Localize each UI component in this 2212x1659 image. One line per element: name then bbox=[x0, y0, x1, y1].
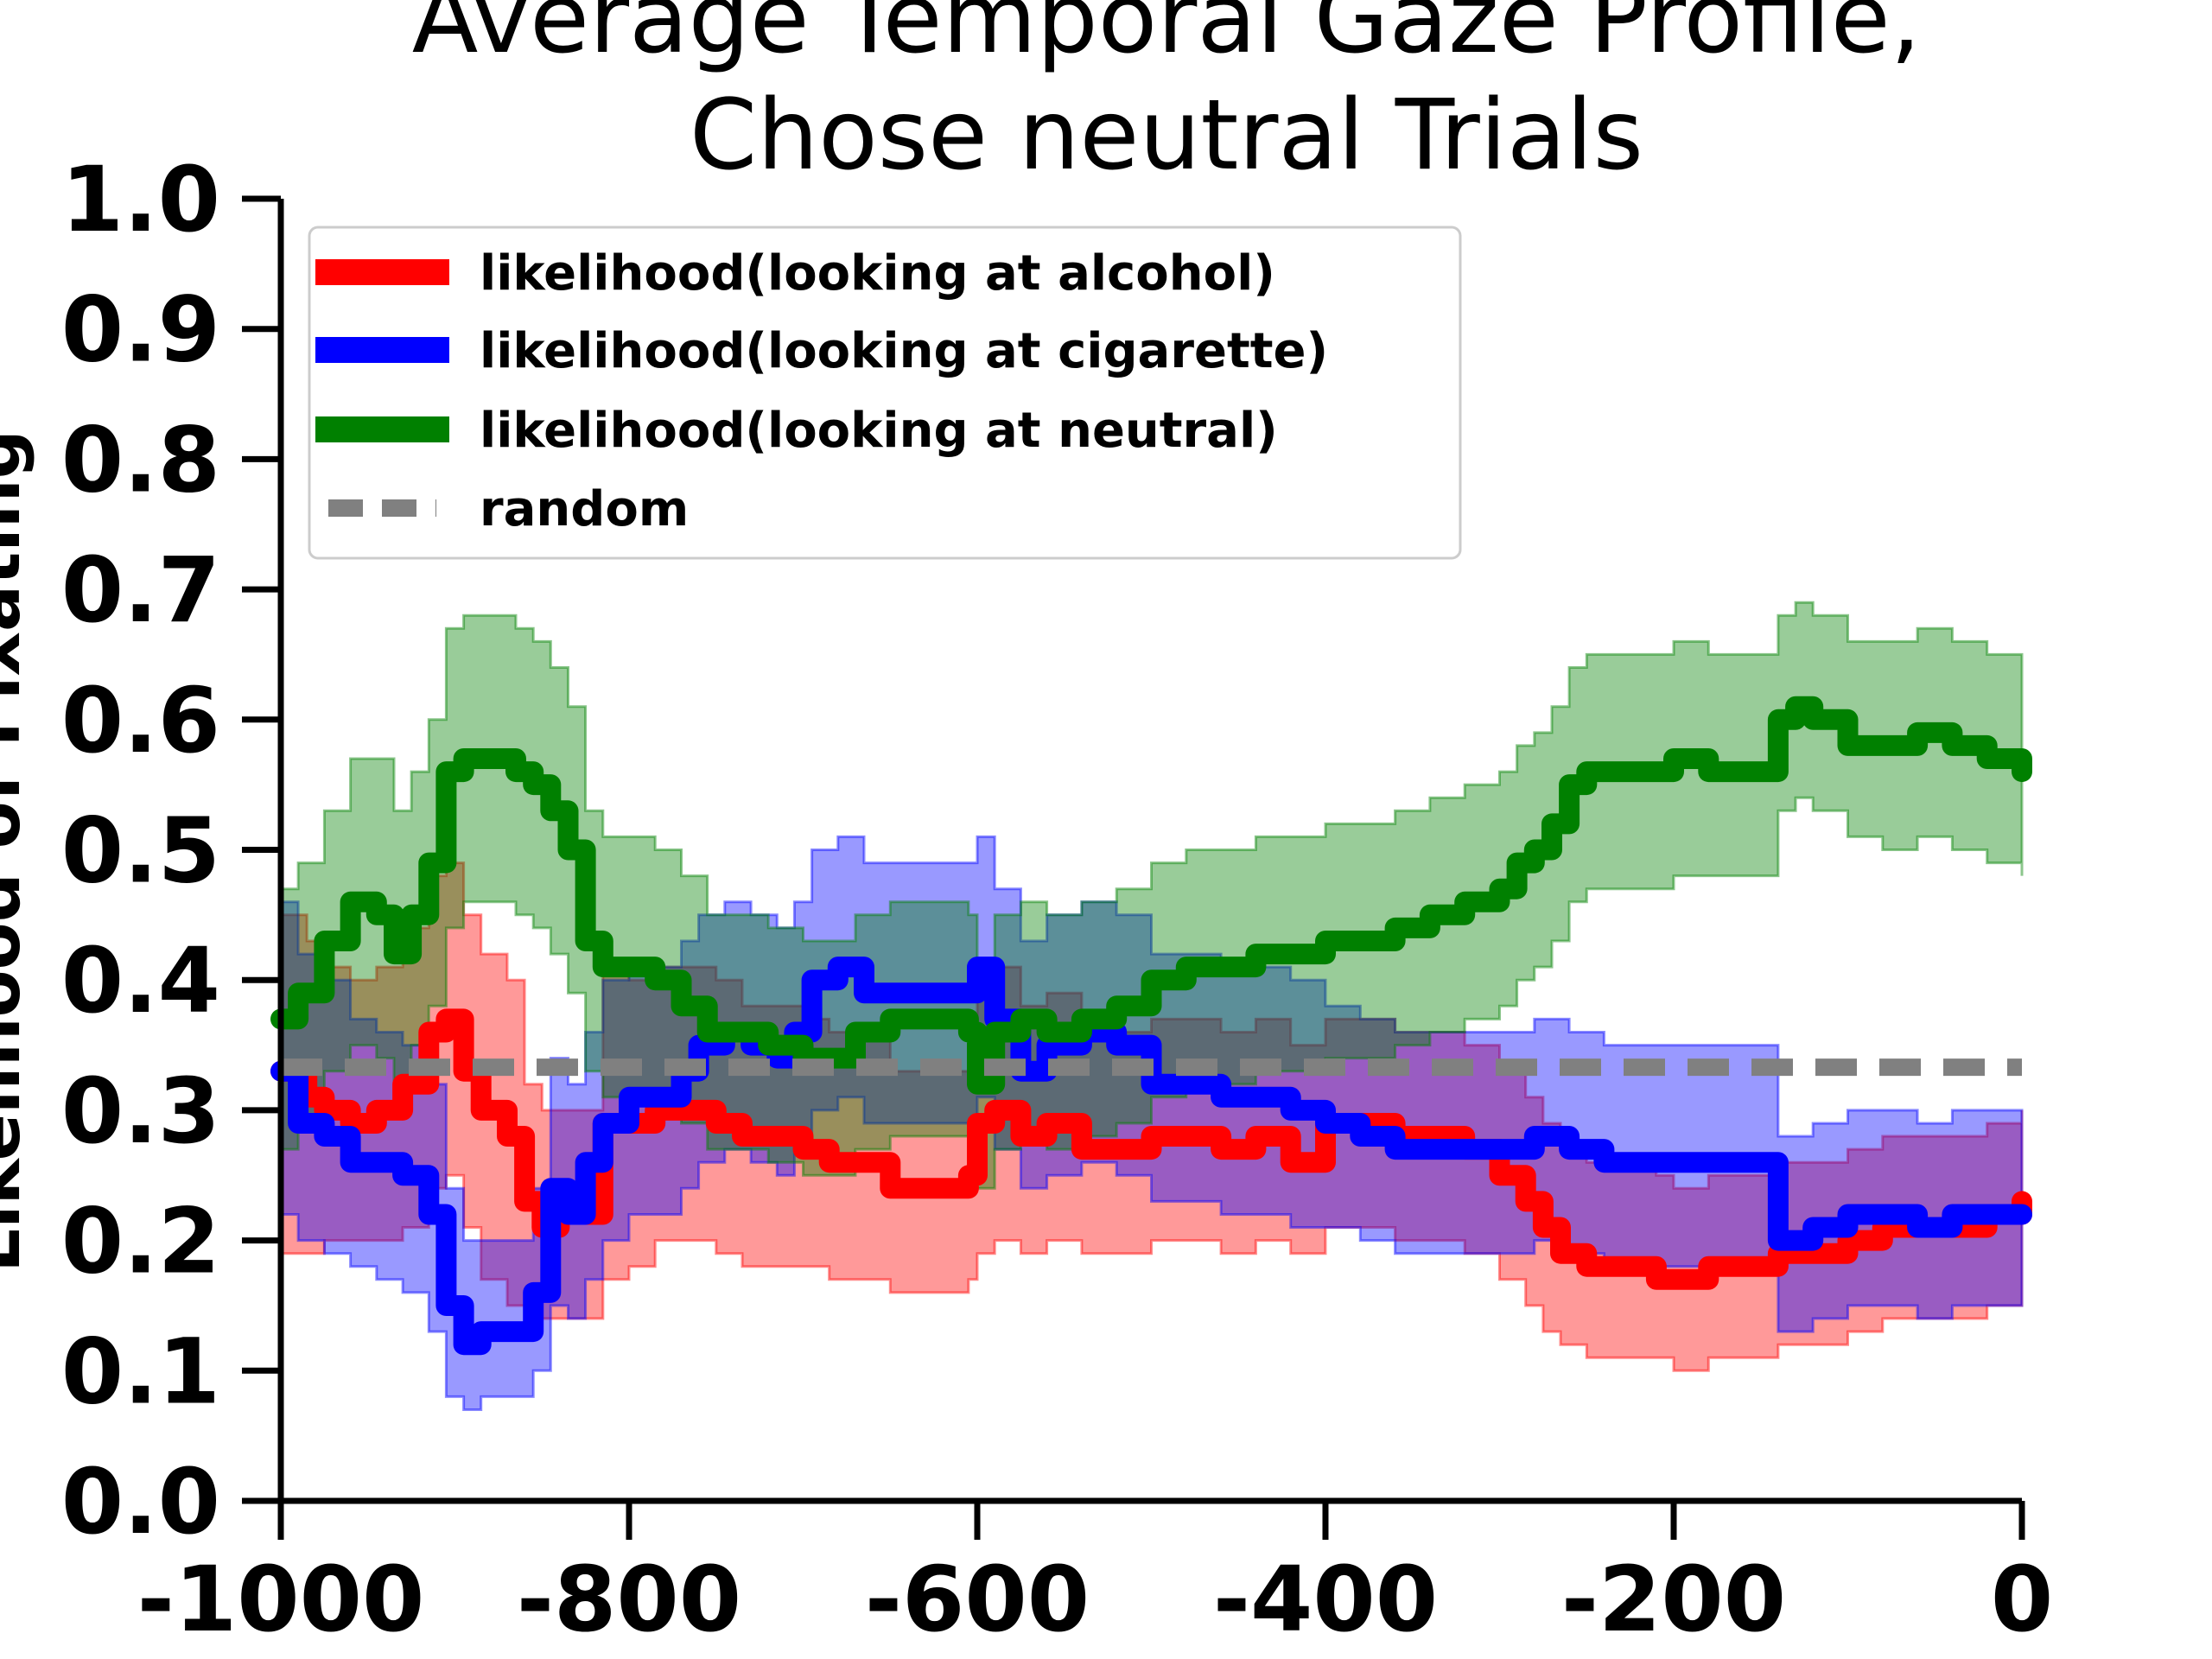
y-tick-label: 0.7 bbox=[61, 537, 220, 643]
x-tick-label: -600 bbox=[865, 1547, 1090, 1652]
y-tick-label: 0.8 bbox=[61, 407, 220, 512]
band-cigarette bbox=[279, 835, 2024, 1411]
y-tick-label: 0.9 bbox=[61, 277, 220, 383]
x-tick-label: -400 bbox=[1213, 1547, 1438, 1652]
y-ticks: 0.0 0.1 0.2 0.3 0.4 0.5 0.6 0.7 0.8 0.9 1.0 bbox=[61, 147, 281, 1554]
line-alcohol bbox=[270, 1008, 2032, 1290]
x-ticks: -1000 -800 -600 -400 -200 0 bbox=[137, 1501, 2053, 1652]
y-tick-label: 0.0 bbox=[61, 1449, 220, 1554]
y-tick-label: 0.3 bbox=[61, 1058, 220, 1164]
y-tick-label: 0.1 bbox=[61, 1319, 220, 1424]
legend-frame bbox=[308, 226, 1462, 560]
x-tick-label: -1000 bbox=[137, 1547, 425, 1652]
line-neutral bbox=[270, 696, 2032, 1095]
x-tick-label: -800 bbox=[517, 1547, 741, 1652]
chart-title-line-1: Average Temporal Gaze Profile, bbox=[412, 0, 1922, 75]
chart-title-line-2: Chose neutral Trials bbox=[690, 79, 1643, 192]
legend: likelihood(looking at alcohol) likelihoo… bbox=[308, 226, 1462, 560]
y-axis-label: Likelihood of Fixating bbox=[0, 429, 35, 1273]
line-cigarette bbox=[270, 957, 2032, 1356]
legend-label-random: random bbox=[480, 481, 689, 537]
legend-label-cigarette: likelihood(looking at cigarette) bbox=[480, 323, 1328, 379]
y-tick-label: 0.5 bbox=[61, 798, 220, 904]
y-tick-label: 0.6 bbox=[61, 668, 220, 773]
x-tick-label: -200 bbox=[1561, 1547, 1786, 1652]
legend-label-alcohol: likelihood(looking at alcohol) bbox=[480, 245, 1275, 302]
y-tick-label: 1.0 bbox=[61, 147, 220, 252]
y-tick-label: 0.2 bbox=[61, 1189, 220, 1294]
series-lines bbox=[270, 696, 2032, 1356]
x-tick-label: 0 bbox=[1991, 1547, 2053, 1652]
chart-title: Average Temporal Gaze Profile, Chose neu… bbox=[412, 0, 1922, 192]
legend-label-neutral: likelihood(looking at neutral) bbox=[480, 403, 1278, 459]
y-tick-label: 0.4 bbox=[61, 928, 220, 1033]
